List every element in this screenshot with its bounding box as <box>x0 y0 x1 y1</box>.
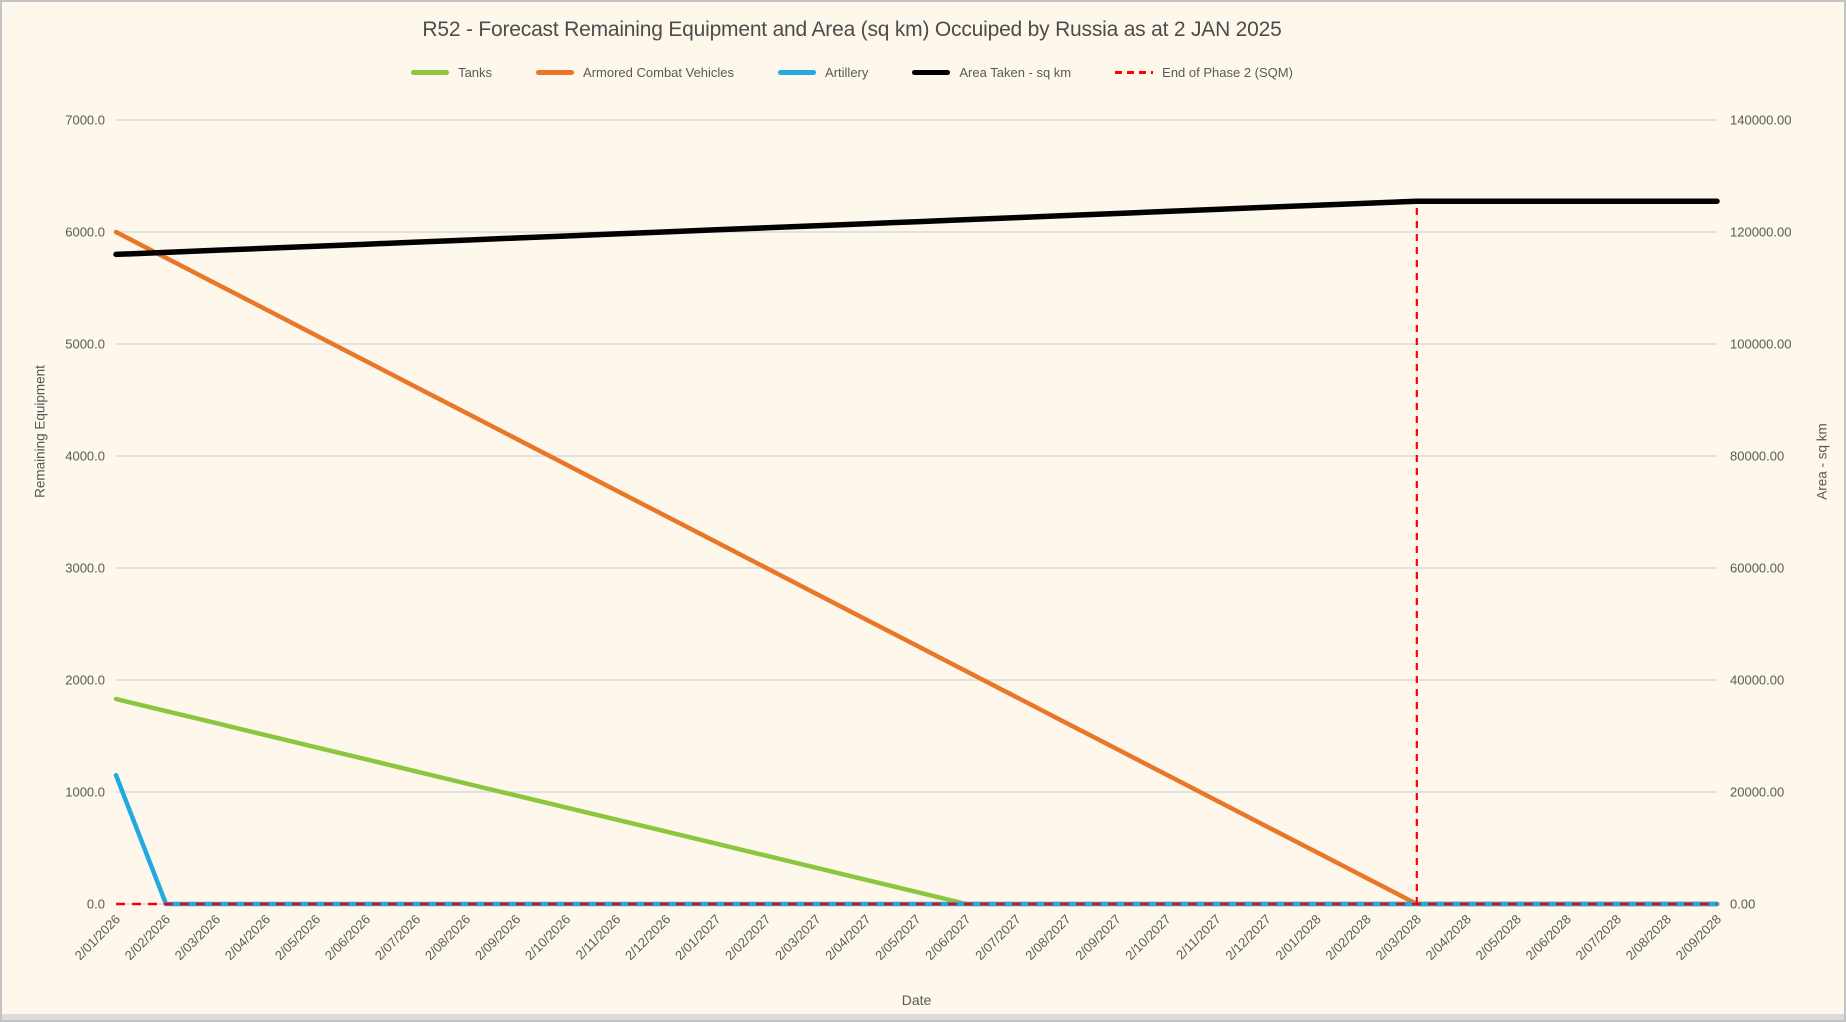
series-line-artillery <box>113 772 1720 907</box>
left-axis-tick-label: 7000.0 <box>65 113 105 128</box>
x-axis-tick-label: 2/09/2026 <box>472 912 524 964</box>
x-axis-tick-label: 2/08/2026 <box>422 912 474 964</box>
window-bottom-edge <box>2 1014 1844 1020</box>
legend-item: Tanks <box>411 65 492 80</box>
x-axis-tick-label: 2/05/2028 <box>1472 912 1524 964</box>
x-axis-tick-label: 2/04/2026 <box>222 912 274 964</box>
legend-swatch <box>536 69 575 75</box>
x-axis-tick-label: 2/01/2028 <box>1272 912 1324 964</box>
x-axis-tick-label: 2/06/2026 <box>322 912 374 964</box>
x-axis-tick-label: 2/09/2028 <box>1673 912 1725 964</box>
x-axis-tick-label: 2/07/2026 <box>372 912 424 964</box>
right-axis-tick-label: 120000.00 <box>1730 225 1791 240</box>
right-axis-tick-label: 20000.00 <box>1730 785 1784 800</box>
x-axis-tick-label: 2/09/2027 <box>1072 912 1124 964</box>
right-axis-tick-label: 0.00 <box>1730 897 1755 912</box>
x-axis-tick-label: 2/08/2028 <box>1623 912 1675 964</box>
left-axis-tick-label: 6000.0 <box>65 225 105 240</box>
x-axis-tick-label: 2/06/2027 <box>922 912 974 964</box>
x-axis-tick-label: 2/11/2026 <box>573 912 624 963</box>
x-axis-tick-label: 2/07/2028 <box>1573 912 1625 964</box>
x-axis-tick-label: 2/12/2027 <box>1222 912 1274 964</box>
x-axis-tick-label: 2/03/2027 <box>772 912 824 964</box>
legend-label: Armored Combat Vehicles <box>583 64 735 80</box>
x-axis-tick-label: 2/06/2028 <box>1523 912 1575 964</box>
legend-swatch <box>411 69 450 75</box>
x-axis-title: Date <box>901 992 932 1008</box>
left-axis-tick-label: 5000.0 <box>65 337 105 352</box>
x-axis-tick-label: 2/05/2027 <box>872 912 924 964</box>
legend-item: Artillery <box>778 65 868 80</box>
legend-item: Area Taken - sq km <box>912 65 1071 80</box>
right-axis-tick-label: 140000.00 <box>1730 113 1791 128</box>
x-axis-tick-label: 2/03/2028 <box>1372 912 1424 964</box>
legend-swatch <box>778 69 817 75</box>
chart-legend: Tanks Armored Combat Vehicles Artillery Are… <box>62 60 1642 84</box>
x-axis-tick-label: 2/11/2027 <box>1173 912 1224 963</box>
x-axis-tick-label: 2/10/2026 <box>522 912 574 964</box>
series-line-tanks <box>113 696 1720 907</box>
left-axis-tick-label: 3000.0 <box>65 561 105 576</box>
x-axis-tick-label: 2/01/2026 <box>72 912 124 964</box>
right-axis-tick-label: 100000.00 <box>1730 337 1791 352</box>
legend-item: Armored Combat Vehicles <box>536 65 734 80</box>
x-axis-tick-label: 2/07/2027 <box>972 912 1024 964</box>
x-axis-tick-label: 2/04/2028 <box>1422 912 1474 964</box>
x-axis-tick-label: 2/12/2026 <box>622 912 674 964</box>
x-axis-tick-label: 2/04/2027 <box>822 912 874 964</box>
x-axis-tick-label: 2/10/2027 <box>1122 912 1174 964</box>
left-axis-tick-label: 1000.0 <box>65 785 105 800</box>
legend-item: End of Phase 2 (SQM) <box>1115 65 1293 80</box>
right-axis-tick-label: 40000.00 <box>1730 673 1784 688</box>
series-line-area-taken-sq-km <box>113 198 1720 258</box>
legend-swatch <box>912 69 951 75</box>
legend-label: Artillery <box>825 64 869 80</box>
x-axis-tick-label: 2/01/2027 <box>672 912 724 964</box>
legend-label: Area Taken - sq km <box>959 64 1072 80</box>
left-axis-tick-label: 2000.0 <box>65 673 105 688</box>
left-axis-tick-label: 4000.0 <box>65 449 105 464</box>
chart-title: R52 - Forecast Remaining Equipment and A… <box>422 18 1282 41</box>
x-axis-tick-label: 2/02/2027 <box>722 912 774 964</box>
right-axis-tick-label: 60000.00 <box>1730 561 1784 576</box>
legend-swatch <box>1115 70 1154 74</box>
x-axis-tick-label: 2/02/2028 <box>1322 912 1374 964</box>
x-axis-tick-label: 2/02/2026 <box>122 912 174 964</box>
left-axis-tick-label: 0.0 <box>87 897 105 912</box>
x-axis-tick-label: 2/03/2026 <box>172 912 224 964</box>
right-axis-tick-label: 80000.00 <box>1730 449 1784 464</box>
legend-label: End of Phase 2 (SQM) <box>1162 64 1293 80</box>
legend-label: Tanks <box>458 64 493 80</box>
left-axis-title: Remaining Equipment <box>32 365 48 498</box>
x-axis-tick-label: 2/05/2026 <box>272 912 324 964</box>
right-axis-title: Area - sq km <box>1814 423 1830 500</box>
x-axis-tick-label: 2/08/2027 <box>1022 912 1074 964</box>
